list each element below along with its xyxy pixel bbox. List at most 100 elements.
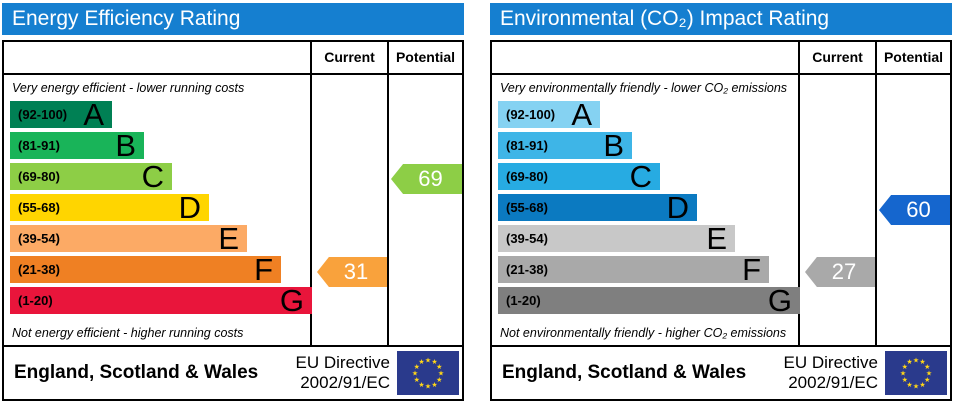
band-chart: Very environmentally friendly - lower CO… (492, 75, 800, 345)
top-note: Very environmentally friendly - lower CO… (500, 81, 788, 95)
header-divider (492, 73, 950, 75)
band-range-label: (92-100) (18, 107, 68, 122)
column-divider (798, 42, 800, 345)
band-range-label: (69-80) (506, 169, 548, 184)
column-divider (310, 42, 312, 345)
current-rating-arrow: 27 (805, 257, 875, 287)
panel-title: Environmental (CO₂) Impact Rating (490, 3, 952, 35)
svg-text:★: ★ (919, 381, 925, 389)
band-range-label: (21-38) (18, 262, 60, 277)
band-list: (92-100) A (81-91) B (69-80) C (55-68) D (39-54)… (498, 96, 800, 318)
svg-text:★: ★ (913, 357, 919, 365)
band-letter: A (83, 96, 104, 132)
band-letter: E (218, 220, 239, 256)
current-column-header: Current (324, 49, 375, 65)
band-letter: F (742, 251, 761, 287)
band-range-label: (55-68) (18, 200, 60, 215)
region-label: England, Scotland & Wales (502, 362, 747, 383)
svg-text:★: ★ (924, 363, 930, 371)
svg-text:★: ★ (926, 370, 932, 378)
band-bar: (1-20) G (498, 282, 800, 318)
svg-text:★: ★ (436, 376, 442, 384)
potential-column-header: Potential (883, 49, 944, 65)
energy-efficiency-panel: Energy Efficiency Rating Current Potenti… (2, 3, 464, 401)
band-chart: Very energy efficient - lower running co… (4, 75, 312, 345)
band-letter: D (666, 189, 689, 225)
band-bar: (39-54) E (498, 220, 735, 256)
band-letter: E (706, 220, 727, 256)
bottom-note: Not energy efficient - higher running co… (12, 326, 244, 340)
svg-text:★: ★ (902, 376, 908, 384)
bottom-note: Not environmentally friendly - higher CO… (500, 326, 787, 340)
header-divider (4, 73, 462, 75)
eu-flag: ★ ★ ★ ★ ★ ★ ★ ★ ★ ★ ★ ★ (885, 351, 947, 395)
current-column-header: Current (812, 49, 863, 65)
panel-footer: England, Scotland & Wales EU Directive 2… (2, 345, 464, 401)
band-letter: A (571, 96, 592, 132)
band-bar: (55-68) D (10, 189, 209, 225)
band-bar: (92-100) A (498, 96, 600, 132)
band-range-label: (69-80) (18, 169, 60, 184)
band-letter: B (115, 127, 136, 163)
band-bar: (21-38) F (498, 251, 769, 287)
band-bar: (69-80) C (498, 158, 660, 194)
column-divider (387, 42, 389, 345)
band-row-g: (1-20) G (498, 282, 800, 318)
band-letter: G (767, 282, 792, 318)
band-letter: B (603, 127, 624, 163)
current-rating-arrow: 31 (317, 257, 387, 287)
svg-text:★: ★ (902, 363, 908, 371)
region-label: England, Scotland & Wales (14, 362, 259, 383)
svg-text:★: ★ (906, 381, 912, 389)
environmental-impact-panel: Environmental (CO₂) Impact Rating Curren… (490, 3, 952, 401)
band-bar: (55-68) D (498, 189, 697, 225)
band-row-a: (92-100) A (10, 96, 310, 132)
band-row-b: (81-91) B (498, 127, 798, 163)
svg-text:★: ★ (414, 363, 420, 371)
band-row-g: (1-20) G (10, 285, 312, 316)
band-range-label: (81-91) (18, 138, 60, 153)
band-row-d: (55-68) D (498, 189, 798, 225)
svg-text:★: ★ (414, 376, 420, 384)
band-bar: (39-54) E (10, 220, 247, 256)
band-row-e: (39-54) E (10, 220, 310, 256)
band-bar: (21-38) F (10, 251, 281, 287)
band-row-f: (21-38) F (498, 251, 798, 287)
band-range-label: (1-20) (18, 293, 53, 308)
svg-text:★: ★ (418, 381, 424, 389)
potential-rating-arrow: 60 (879, 195, 950, 225)
svg-text:★: ★ (906, 358, 912, 366)
band-bar: (69-80) C (10, 158, 172, 194)
svg-text:★: ★ (913, 383, 919, 391)
band-row-b: (81-91) B (10, 127, 310, 163)
band-range-label: (39-54) (506, 231, 548, 246)
column-divider (875, 42, 877, 345)
eu-directive-label: EU Directive 2002/91/EC (295, 352, 390, 392)
svg-text:★: ★ (438, 370, 444, 378)
band-row-f: (21-38) F (10, 251, 310, 287)
eu-directive-label: EU Directive 2002/91/EC (783, 352, 878, 392)
band-list: (92-100) A (81-91) B (69-80) C (55-68) D (39-54)… (10, 96, 312, 316)
band-letter: C (629, 158, 652, 194)
band-range-label: (39-54) (18, 231, 60, 246)
eu-flag: ★ ★ ★ ★ ★ ★ ★ ★ ★ ★ ★ ★ (397, 351, 459, 395)
potential-rating-arrow: 69 (391, 164, 462, 194)
panel-title: Energy Efficiency Rating (2, 3, 464, 35)
band-letter: F (254, 251, 273, 287)
band-letter: C (141, 158, 164, 194)
svg-text:★: ★ (425, 383, 431, 391)
band-bar: (81-91) B (498, 127, 632, 163)
band-row-c: (69-80) C (498, 158, 798, 194)
svg-text:★: ★ (418, 358, 424, 366)
svg-text:★: ★ (431, 381, 437, 389)
panel-footer: England, Scotland & Wales EU Directive 2… (490, 345, 952, 401)
band-row-d: (55-68) D (10, 189, 310, 225)
band-range-label: (81-91) (506, 138, 548, 153)
band-range-label: (92-100) (506, 107, 556, 122)
svg-text:★: ★ (431, 358, 437, 366)
band-letter: D (178, 189, 201, 225)
band-bar: (81-91) B (10, 127, 144, 163)
band-row-c: (69-80) C (10, 158, 310, 194)
band-range-label: (1-20) (506, 293, 541, 308)
